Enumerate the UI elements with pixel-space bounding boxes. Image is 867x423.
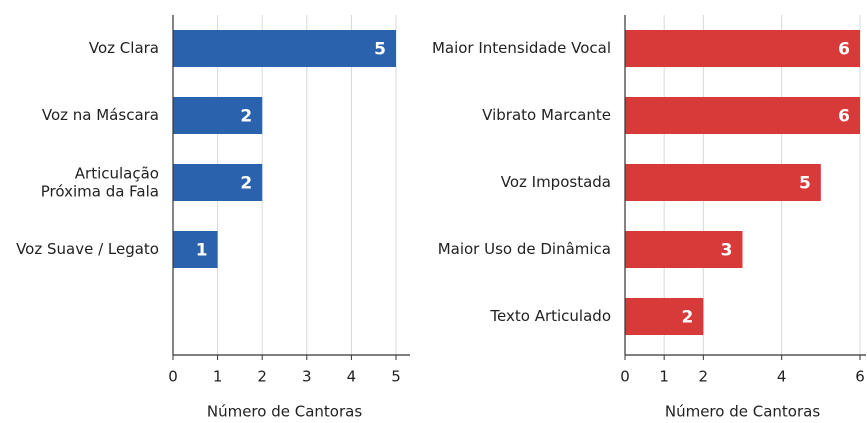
value-label: 2 (240, 107, 252, 127)
x-tick-label: 1 (213, 368, 223, 386)
x-tick-label: 4 (347, 368, 357, 386)
value-label: 3 (721, 241, 733, 261)
x-tick-label: 2 (699, 368, 709, 386)
x-tick-label: 5 (391, 368, 401, 386)
x-tick-label: 6 (855, 368, 865, 386)
y-tick-label: Voz Impostada (501, 173, 611, 191)
y-tick-label: Voz Suave / Legato (16, 240, 159, 258)
bar (625, 231, 743, 268)
bar (625, 30, 860, 67)
bar (173, 97, 263, 134)
value-label: 5 (799, 174, 811, 194)
y-tick-label: Maior Uso de Dinâmica (438, 240, 611, 258)
bar (625, 97, 860, 134)
x-axis-label: Número de Cantoras (207, 403, 362, 421)
value-label: 6 (838, 107, 850, 127)
value-label: 5 (374, 40, 386, 60)
x-tick-label: 0 (168, 368, 178, 386)
x-tick-label: 2 (257, 368, 267, 386)
y-tick-label: Voz na Máscara (42, 106, 159, 124)
x-tick-label: 4 (777, 368, 787, 386)
y-tick-label: Texto Articulado (489, 307, 611, 325)
x-tick-label: 0 (620, 368, 630, 386)
bar (625, 298, 704, 335)
x-axis-label: Número de Cantoras (665, 403, 820, 421)
x-tick-label: 3 (302, 368, 312, 386)
x-tick-label: 1 (659, 368, 669, 386)
value-label: 2 (240, 174, 252, 194)
bar (173, 30, 396, 67)
bar (173, 164, 263, 201)
y-tick-label: Maior Intensidade Vocal (432, 39, 611, 57)
y-tick-label: Voz Clara (89, 39, 159, 57)
value-label: 2 (681, 308, 693, 328)
bar (173, 231, 218, 268)
value-label: 6 (838, 40, 850, 60)
y-tick-label: Vibrato Marcante (482, 106, 611, 124)
value-label: 1 (196, 241, 208, 261)
y-tick-label: Articulação Próxima da Fala (41, 164, 159, 200)
bar (625, 164, 821, 201)
